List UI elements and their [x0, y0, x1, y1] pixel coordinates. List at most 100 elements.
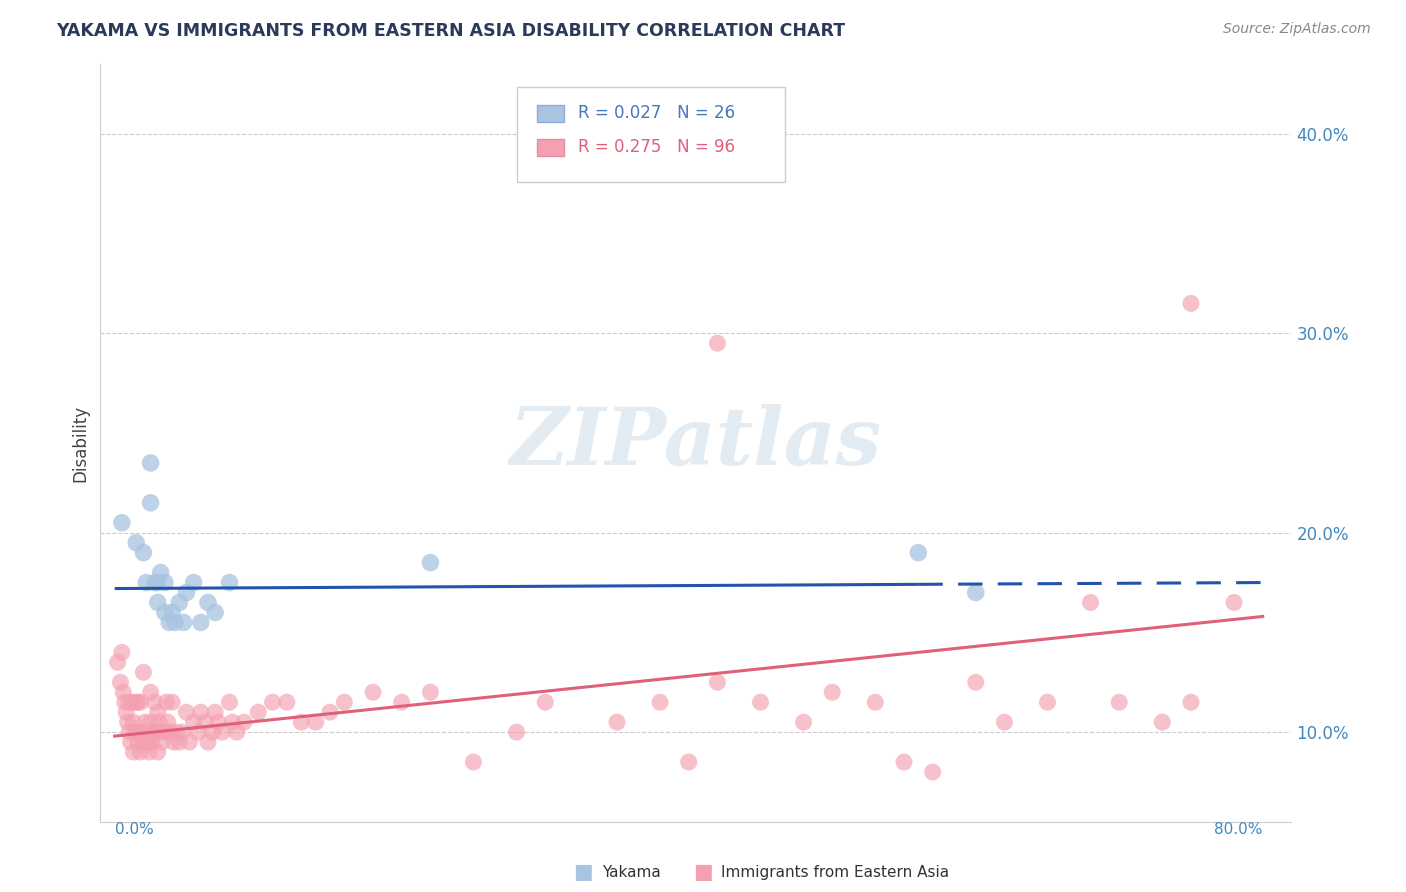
Text: Source: ZipAtlas.com: Source: ZipAtlas.com	[1223, 22, 1371, 37]
Text: ■: ■	[693, 863, 713, 882]
Point	[131, 725, 153, 739]
Point	[122, 745, 145, 759]
Text: ■: ■	[574, 863, 593, 882]
Point	[117, 715, 139, 730]
Point	[156, 715, 179, 730]
Point	[139, 715, 162, 730]
Point	[865, 695, 887, 709]
Point	[183, 715, 205, 730]
Point	[160, 606, 183, 620]
Point	[907, 546, 929, 560]
Point	[993, 715, 1015, 730]
Point	[139, 496, 162, 510]
Point	[211, 725, 233, 739]
Point	[157, 725, 180, 739]
Point	[505, 725, 527, 739]
Point	[172, 725, 194, 739]
Point	[110, 675, 132, 690]
Point	[965, 585, 987, 599]
Point	[419, 685, 441, 699]
Point	[225, 725, 247, 739]
Point	[419, 556, 441, 570]
Point	[194, 715, 217, 730]
Point	[146, 745, 169, 759]
Point	[201, 725, 224, 739]
Point	[165, 725, 187, 739]
Point	[1180, 695, 1202, 709]
Point	[207, 715, 229, 730]
Point	[706, 675, 728, 690]
Point	[463, 755, 485, 769]
Point	[155, 695, 177, 709]
Point	[169, 735, 191, 749]
Point	[132, 735, 155, 749]
Point	[153, 606, 176, 620]
FancyBboxPatch shape	[537, 139, 564, 156]
Point	[135, 575, 157, 590]
Point	[965, 675, 987, 690]
Point	[153, 575, 176, 590]
Point	[190, 615, 212, 630]
Point	[1108, 695, 1130, 709]
Point	[290, 715, 312, 730]
Point	[111, 645, 134, 659]
Point	[127, 735, 149, 749]
Point	[139, 456, 162, 470]
Point	[142, 725, 165, 739]
Text: Immigrants from Eastern Asia: Immigrants from Eastern Asia	[721, 865, 949, 880]
Point	[149, 725, 172, 739]
Point	[333, 695, 356, 709]
Point	[391, 695, 413, 709]
Point	[678, 755, 700, 769]
Point	[118, 695, 141, 709]
Point	[606, 715, 628, 730]
Point	[706, 336, 728, 351]
Point	[176, 585, 198, 599]
Point	[150, 735, 173, 749]
Point	[128, 725, 150, 739]
Point	[218, 575, 240, 590]
Point	[648, 695, 671, 709]
Point	[183, 575, 205, 590]
Point	[176, 705, 198, 719]
Point	[218, 695, 240, 709]
Point	[160, 695, 183, 709]
Point	[187, 725, 209, 739]
Text: R = 0.027   N = 26: R = 0.027 N = 26	[578, 104, 735, 122]
Point	[197, 595, 219, 609]
FancyBboxPatch shape	[517, 87, 785, 181]
Point	[136, 735, 159, 749]
Point	[125, 535, 148, 549]
Point	[125, 695, 148, 709]
Point	[1080, 595, 1102, 609]
Point	[149, 566, 172, 580]
Point	[153, 725, 176, 739]
Point	[262, 695, 284, 709]
Point	[179, 735, 201, 749]
Point	[115, 705, 138, 719]
Point	[204, 606, 226, 620]
Point	[361, 685, 384, 699]
Point	[247, 705, 270, 719]
Point	[132, 665, 155, 680]
Text: R = 0.275   N = 96: R = 0.275 N = 96	[578, 138, 735, 156]
Point	[127, 695, 149, 709]
Point	[111, 516, 134, 530]
Point	[121, 695, 143, 709]
Point	[276, 695, 298, 709]
Point	[163, 615, 186, 630]
Point	[162, 735, 184, 749]
Point	[197, 735, 219, 749]
Point	[107, 656, 129, 670]
FancyBboxPatch shape	[537, 105, 564, 121]
Point	[134, 715, 156, 730]
Point	[534, 695, 557, 709]
Point	[157, 615, 180, 630]
Point	[122, 715, 145, 730]
Point	[132, 546, 155, 560]
Point	[145, 725, 167, 739]
Point	[793, 715, 815, 730]
Point	[146, 575, 169, 590]
Point	[1036, 695, 1059, 709]
Point	[143, 575, 166, 590]
